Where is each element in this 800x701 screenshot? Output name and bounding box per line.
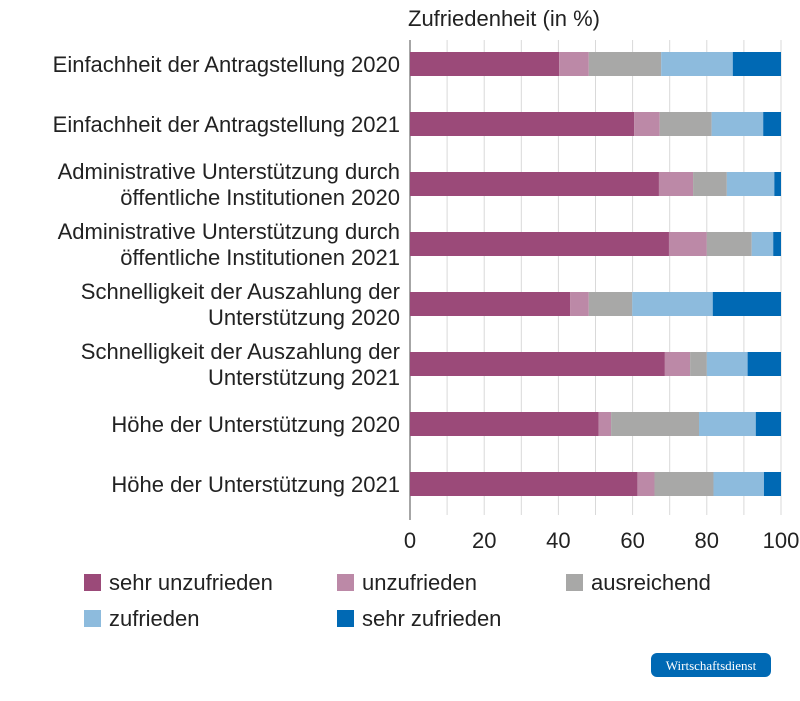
bar-segment — [732, 52, 781, 76]
bar-segment — [410, 112, 635, 136]
bar-segment — [693, 172, 727, 196]
legend-label: ausreichend — [591, 570, 711, 595]
bar-segment — [664, 352, 691, 376]
category-label: Administrative Unterstützung durch — [58, 219, 400, 244]
bar-segment — [588, 292, 633, 316]
wirtschaftsdienst-logo: Wirtschaftsdienst — [651, 653, 771, 677]
bar-segment — [637, 472, 655, 496]
bar-segment — [747, 352, 781, 376]
bar-segment — [410, 412, 599, 436]
category-label: Schnelligkeit der Auszahlung der — [81, 279, 400, 304]
bar-segment — [751, 232, 774, 256]
x-tick-label: 20 — [472, 528, 496, 553]
x-tick-label: 40 — [546, 528, 570, 553]
bar-segment — [410, 52, 560, 76]
category-label: Höhe der Unterstützung 2021 — [111, 472, 400, 497]
bar-segment — [690, 352, 707, 376]
bar-segment — [755, 412, 781, 436]
bar-segment — [699, 412, 756, 436]
category-label: Unterstützung 2020 — [208, 305, 400, 330]
bar-segment — [654, 472, 714, 496]
bar-segment — [658, 172, 694, 196]
svg-text:Wirtschaftsdienst: Wirtschaftsdienst — [666, 658, 757, 673]
bar-segment — [410, 352, 665, 376]
bar-segment — [661, 52, 733, 76]
legend-swatch — [84, 610, 101, 627]
category-label: Einfachheit der Antragstellung 2021 — [53, 112, 400, 137]
legend-swatch — [337, 610, 354, 627]
bar-segment — [632, 292, 713, 316]
bar-segment — [570, 292, 589, 316]
bar-segment — [774, 172, 781, 196]
bar-segment — [611, 412, 700, 436]
bar-segment — [712, 292, 781, 316]
bar-segment — [410, 232, 669, 256]
bar-segment — [410, 472, 638, 496]
category-label: Höhe der Unterstützung 2020 — [111, 412, 400, 437]
x-tick-label: 100 — [763, 528, 800, 553]
bar-segment — [588, 52, 662, 76]
category-label: Einfachheit der Antragstellung 2020 — [53, 52, 400, 77]
bar-segment — [763, 112, 781, 136]
bar-segment — [773, 232, 781, 256]
bar-segment — [711, 112, 764, 136]
category-label: Administrative Unterstützung durch — [58, 159, 400, 184]
x-tick-label: 0 — [404, 528, 416, 553]
bar-segment — [668, 232, 707, 256]
category-label: öffentliche Institutionen 2021 — [120, 245, 400, 270]
legend-label: sehr unzufrieden — [109, 570, 273, 595]
bar-segment — [713, 472, 764, 496]
legend-label: sehr zufrieden — [362, 606, 501, 631]
category-label: Schnelligkeit der Auszahlung der — [81, 339, 400, 364]
bar-segment — [726, 172, 775, 196]
legend-label: zufrieden — [109, 606, 200, 631]
bar-segment — [659, 112, 712, 136]
bar-segment — [598, 412, 612, 436]
legend-swatch — [337, 574, 354, 591]
category-label: Unterstützung 2021 — [208, 365, 400, 390]
bar-segment — [410, 172, 659, 196]
bar-segment — [559, 52, 589, 76]
bar-segment — [763, 472, 781, 496]
category-label: öffentliche Institutionen 2020 — [120, 185, 400, 210]
legend-swatch — [566, 574, 583, 591]
bar-segment — [706, 352, 748, 376]
legend-swatch — [84, 574, 101, 591]
chart-title: Zufriedenheit (in %) — [408, 6, 600, 31]
legend-label: unzufrieden — [362, 570, 477, 595]
bar-segment — [634, 112, 660, 136]
bar-segment — [706, 232, 752, 256]
x-tick-label: 80 — [695, 528, 719, 553]
bar-segment — [410, 292, 571, 316]
x-tick-label: 60 — [620, 528, 644, 553]
